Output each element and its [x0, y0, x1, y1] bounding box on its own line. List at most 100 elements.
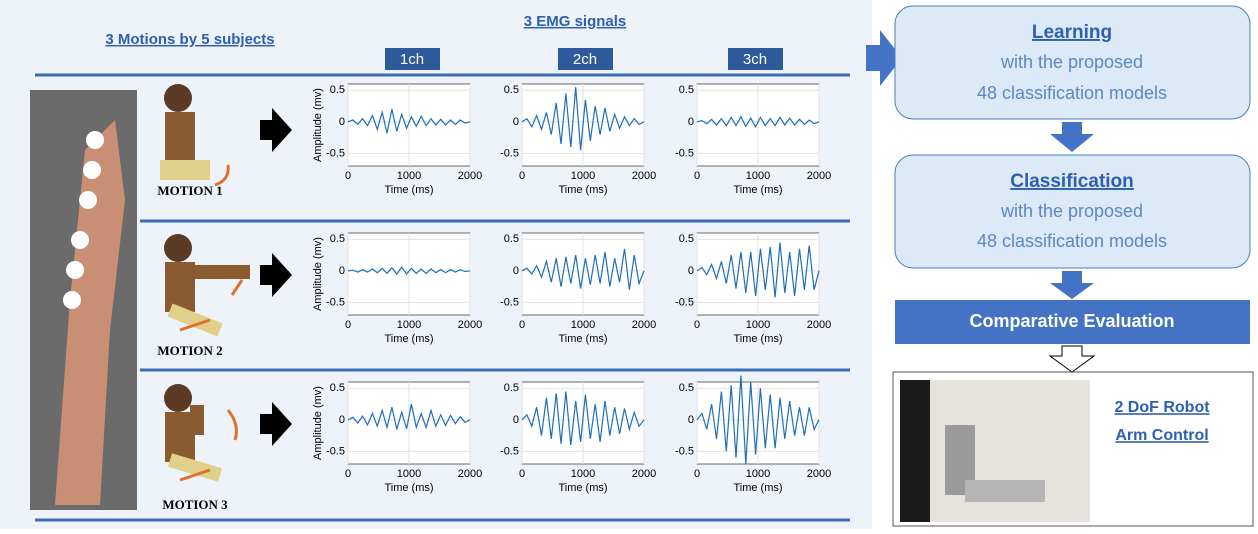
x-tick-label: 2000	[458, 319, 482, 331]
x-tick-label: 0	[345, 170, 351, 182]
x-axis-label: Time (ms)	[733, 333, 782, 345]
emg-signal	[521, 248, 645, 290]
x-tick-label: 1000	[746, 319, 770, 331]
y-tick-label: 0.5	[504, 382, 519, 394]
y-tick-label: -0.5	[675, 445, 694, 457]
robot-label: 2 DoF Robot	[1114, 399, 1210, 416]
x-tick-label: 0	[519, 319, 525, 331]
y-axis-label: Amplitude (mv)	[312, 88, 324, 162]
y-tick-label: 0.5	[330, 233, 345, 245]
y-tick-label: 0	[513, 116, 519, 128]
x-tick-label: 0	[694, 170, 700, 182]
y-tick-label: -0.5	[326, 147, 345, 159]
x-axis-label: Time (ms)	[384, 333, 433, 345]
outline-arrow	[1048, 345, 1096, 373]
x-tick-label: 2000	[807, 170, 831, 182]
arm-photo	[30, 90, 137, 510]
x-axis-label: Time (ms)	[733, 184, 782, 196]
black-arrows	[260, 108, 292, 446]
header-box	[558, 48, 613, 70]
x-tick-label: 1000	[397, 319, 421, 331]
channel-label: 3ch	[743, 51, 767, 68]
emg-signal	[521, 87, 645, 151]
channel-label: 2ch	[573, 51, 597, 68]
robot-label: Arm Control	[1115, 427, 1208, 444]
y-tick-label: 0	[513, 265, 519, 277]
y-tick-label: 0	[688, 265, 694, 277]
evaluation-label: Comparative Evaluation	[969, 311, 1174, 331]
x-tick-label: 0	[345, 319, 351, 331]
x-tick-label: 2000	[632, 170, 656, 182]
y-tick-label: -0.5	[326, 445, 345, 457]
robot-photo-part	[900, 380, 930, 522]
emg-signal	[696, 115, 820, 129]
y-tick-label: 0	[339, 116, 345, 128]
x-tick-label: 2000	[632, 468, 656, 480]
emg-signal	[347, 109, 471, 134]
y-tick-label: -0.5	[500, 445, 519, 457]
emg-signal	[347, 266, 471, 276]
motion-label: MOTION 3	[162, 497, 228, 512]
motion-label: MOTION 1	[157, 183, 222, 198]
x-tick-label: 0	[694, 319, 700, 331]
emg-signal	[347, 403, 471, 430]
y-tick-label: -0.5	[500, 296, 519, 308]
x-axis-label: Time (ms)	[558, 184, 607, 196]
x-tick-label: 1000	[746, 170, 770, 182]
flow: Learning with the proposed 48 classifica…	[892, 5, 1254, 527]
x-tick-label: 1000	[571, 170, 595, 182]
y-tick-label: -0.5	[675, 147, 694, 159]
panel-title: 3 Motions by 5 subjects	[105, 31, 274, 48]
y-tick-label: 0.5	[679, 233, 694, 245]
x-tick-label: 2000	[458, 468, 482, 480]
x-tick-label: 2000	[807, 319, 831, 331]
x-tick-label: 2000	[458, 170, 482, 182]
signals-title: 3 EMG signals	[524, 13, 627, 30]
x-tick-label: 1000	[571, 319, 595, 331]
box-text: with the proposed	[1000, 201, 1143, 221]
y-tick-label: 0	[339, 414, 345, 426]
motion-label: MOTION 2	[157, 343, 222, 358]
box-text: with the proposed	[1000, 52, 1143, 72]
evaluation-bar	[895, 300, 1250, 344]
flow-arrow	[1050, 271, 1094, 299]
x-axis-label: Time (ms)	[384, 482, 433, 494]
flow-arrow	[1050, 122, 1094, 152]
robot-photo-part	[965, 480, 1045, 502]
y-tick-label: 0.5	[679, 84, 694, 96]
emg-signal	[696, 242, 820, 298]
row-dividers	[35, 73, 850, 522]
y-tick-label: 0	[688, 414, 694, 426]
x-tick-label: 2000	[632, 319, 656, 331]
motion-figures: MOTION 1 MOTION 2 MOTION 3	[157, 84, 250, 512]
learning-box	[894, 5, 1251, 120]
classification-box	[894, 154, 1251, 269]
y-tick-label: 0	[339, 265, 345, 277]
x-tick-label: 1000	[397, 468, 421, 480]
x-tick-label: 1000	[571, 468, 595, 480]
x-tick-label: 0	[519, 170, 525, 182]
channel-label: 1ch	[400, 51, 424, 68]
x-axis-label: Time (ms)	[733, 482, 782, 494]
emg-signal	[521, 391, 645, 446]
x-tick-label: 1000	[746, 468, 770, 480]
y-tick-label: 0.5	[679, 382, 694, 394]
box-title: Classification	[1010, 171, 1134, 192]
y-tick-label: 0.5	[330, 382, 345, 394]
y-tick-label: -0.5	[326, 296, 345, 308]
box-text: 48 classification models	[977, 83, 1167, 103]
x-axis-label: Time (ms)	[384, 184, 433, 196]
x-tick-label: 2000	[807, 468, 831, 480]
y-tick-label: 0.5	[330, 84, 345, 96]
x-tick-label: 0	[345, 468, 351, 480]
channel-headers: 1ch 2ch 3ch	[385, 48, 783, 70]
x-tick-label: 0	[519, 468, 525, 480]
flow-arrow	[866, 30, 902, 86]
y-axis-label: Amplitude (mv)	[312, 237, 324, 311]
y-tick-label: 0	[513, 414, 519, 426]
y-tick-label: -0.5	[675, 296, 694, 308]
box-text: 48 classification models	[977, 231, 1167, 251]
header-box	[385, 48, 440, 70]
